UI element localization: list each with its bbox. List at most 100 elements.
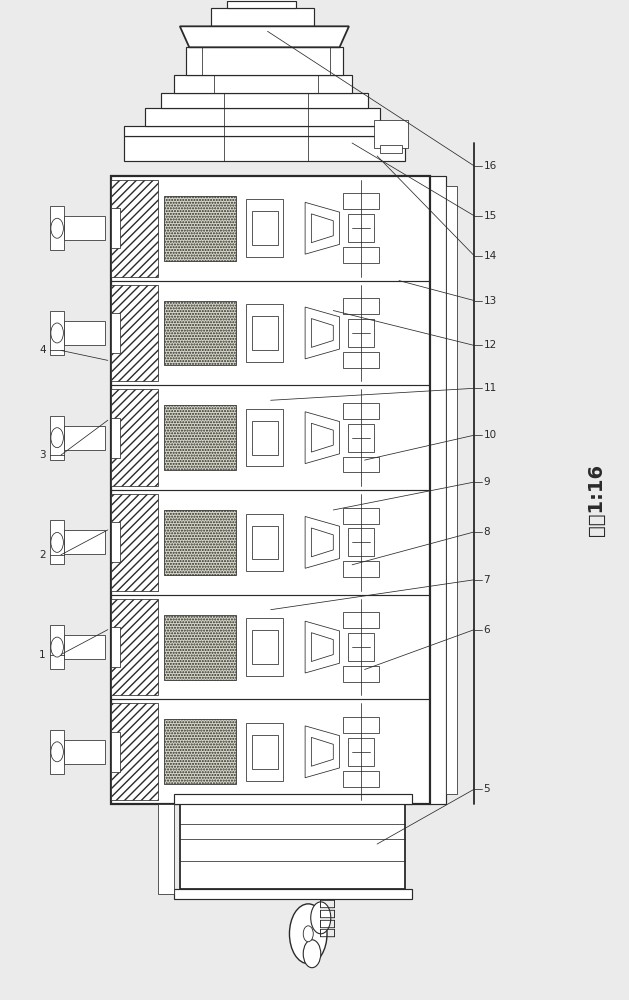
Bar [343,457,379,472]
Bar [211,8,314,26]
Bar [64,635,104,659]
Circle shape [51,218,64,238]
Text: 比例1:16: 比例1:16 [587,464,606,536]
Bar [343,612,379,628]
Bar [164,196,237,261]
Bar [64,530,104,554]
Bar [111,494,158,591]
Bar [343,403,379,419]
Bar [164,719,237,784]
Bar [180,804,405,889]
Bar [164,510,237,575]
Bar [50,730,64,774]
Text: 2: 2 [39,550,45,560]
Bar [111,389,158,486]
Bar [245,514,283,571]
Text: 1: 1 [39,650,45,660]
Circle shape [51,637,64,657]
Bar [245,304,283,362]
Bar [446,186,457,794]
Bar [50,520,64,564]
Bar [174,889,411,899]
Text: 9: 9 [484,477,490,487]
Bar [381,145,402,153]
Text: 4: 4 [39,345,45,355]
Bar [343,352,379,368]
Polygon shape [305,516,340,568]
Text: 12: 12 [484,340,497,350]
Text: 8: 8 [484,527,490,537]
Bar [252,526,278,559]
Bar [245,409,283,466]
Text: 16: 16 [484,161,497,171]
Circle shape [311,902,331,934]
Circle shape [303,940,321,968]
Bar [111,599,158,695]
Text: 10: 10 [484,430,497,440]
Bar [348,633,374,661]
Bar [348,319,374,347]
Bar [430,176,446,804]
Bar [348,528,374,556]
Bar [252,630,278,664]
Bar [227,1,296,8]
Text: 15: 15 [484,211,497,221]
Text: 13: 13 [484,296,497,306]
Polygon shape [311,214,333,243]
Bar [111,732,120,772]
Circle shape [303,926,313,942]
Circle shape [51,323,64,343]
Bar [343,771,379,787]
Bar [123,126,405,136]
Bar [161,93,368,108]
Bar [348,738,374,766]
Bar [111,418,120,458]
Bar [252,211,278,245]
Bar [252,735,278,769]
Bar [64,321,104,345]
Bar [111,208,120,248]
Polygon shape [305,726,340,778]
Bar [174,794,411,804]
Bar [50,311,64,355]
Text: 6: 6 [484,625,490,635]
Polygon shape [311,633,333,661]
Polygon shape [311,319,333,347]
Text: 14: 14 [484,251,497,261]
Text: 11: 11 [484,383,497,393]
Bar [164,301,237,365]
Bar [158,804,174,894]
Bar [245,199,283,257]
Bar [64,740,104,764]
Bar [123,136,405,161]
Polygon shape [305,412,340,464]
Polygon shape [305,621,340,673]
Text: 3: 3 [39,450,45,460]
Polygon shape [311,423,333,452]
Bar [343,717,379,733]
Bar [186,47,343,75]
Bar [252,316,278,350]
Bar [145,108,381,126]
Circle shape [51,532,64,552]
Bar [64,216,104,240]
Text: 曲轴角度: 曲轴角度 [318,897,336,937]
Bar [245,618,283,676]
Bar [164,405,237,470]
Text: 7: 7 [484,575,490,585]
Bar [252,421,278,455]
Bar [348,424,374,452]
Bar [374,120,408,148]
Circle shape [51,742,64,762]
Polygon shape [311,737,333,766]
Bar [343,561,379,577]
Circle shape [51,428,64,448]
Bar [343,298,379,314]
Bar [111,180,158,277]
Circle shape [289,904,327,964]
Bar [111,703,158,800]
Polygon shape [180,26,349,47]
Bar [343,193,379,209]
Bar [50,206,64,250]
Text: 5: 5 [484,784,490,794]
